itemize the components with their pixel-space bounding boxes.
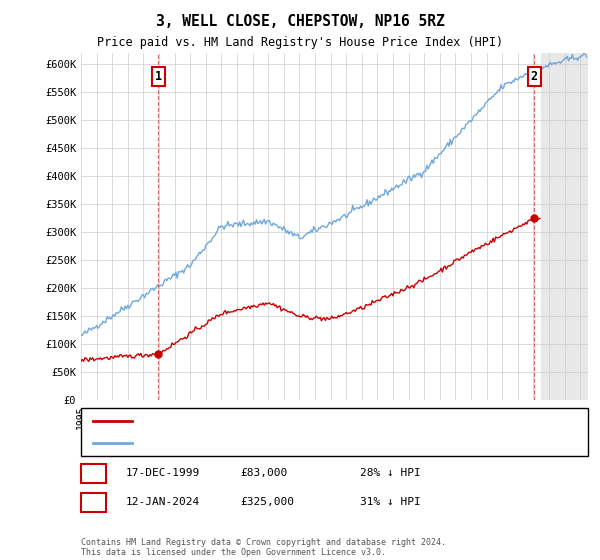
- Text: £83,000: £83,000: [240, 468, 287, 478]
- Text: 1: 1: [155, 70, 162, 83]
- Bar: [541, 53, 588, 400]
- Text: 12-JAN-2024: 12-JAN-2024: [126, 497, 200, 507]
- Text: 2: 2: [90, 496, 97, 509]
- Text: 2: 2: [530, 70, 538, 83]
- Bar: [541, 53, 588, 400]
- Text: 3, WELL CLOSE, CHEPSTOW, NP16 5RZ: 3, WELL CLOSE, CHEPSTOW, NP16 5RZ: [155, 14, 445, 29]
- Text: Contains HM Land Registry data © Crown copyright and database right 2024.
This d: Contains HM Land Registry data © Crown c…: [81, 538, 446, 557]
- Text: 28% ↓ HPI: 28% ↓ HPI: [360, 468, 421, 478]
- Text: 3, WELL CLOSE, CHEPSTOW, NP16 5RZ (detached house): 3, WELL CLOSE, CHEPSTOW, NP16 5RZ (detac…: [138, 416, 451, 426]
- Text: Price paid vs. HM Land Registry's House Price Index (HPI): Price paid vs. HM Land Registry's House …: [97, 36, 503, 49]
- Text: £325,000: £325,000: [240, 497, 294, 507]
- Text: 17-DEC-1999: 17-DEC-1999: [126, 468, 200, 478]
- Text: 31% ↓ HPI: 31% ↓ HPI: [360, 497, 421, 507]
- Text: HPI: Average price, detached house, Monmouthshire: HPI: Average price, detached house, Monm…: [138, 438, 444, 448]
- Text: 1: 1: [90, 466, 97, 480]
